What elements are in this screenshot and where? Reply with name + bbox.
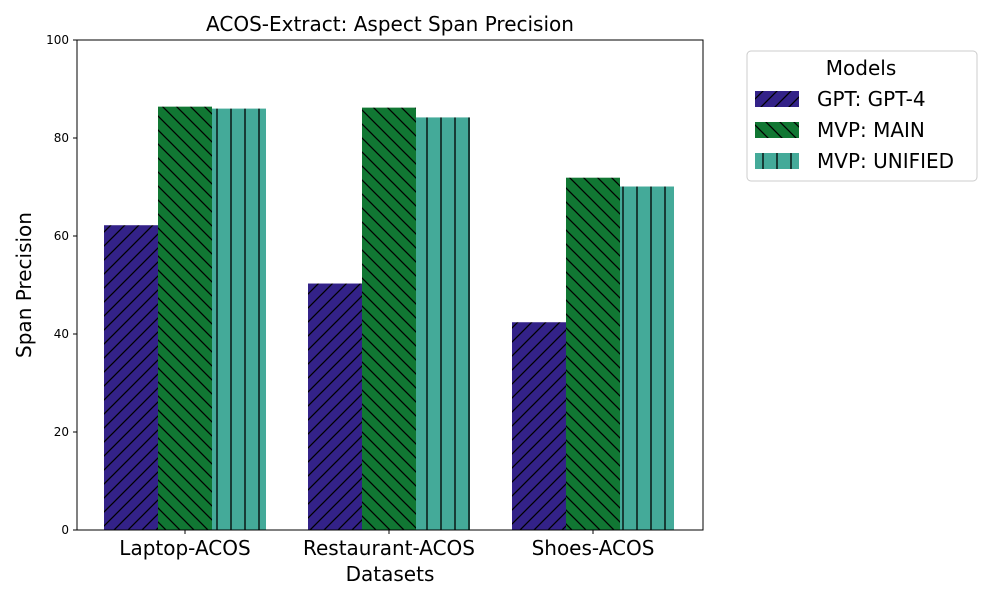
bar (566, 177, 620, 530)
legend-frame (746, 50, 978, 182)
legend: Models GPT: GPT-4 MVP: MAIN MVP: UNIFIED (746, 50, 978, 182)
y-axis: 0 20 40 60 80 100 (46, 33, 77, 537)
x-axis: Laptop-ACOS Restaurant-ACOS Shoes-ACOS (119, 530, 654, 560)
legend-label: MVP: UNIFIED (817, 149, 954, 173)
y-tick-label: 100 (46, 33, 69, 47)
legend-label: MVP: MAIN (817, 118, 925, 142)
bar (212, 108, 266, 530)
bar (620, 186, 674, 530)
x-tick-label: Shoes-ACOS (532, 536, 655, 560)
x-axis-title: Datasets (346, 562, 435, 586)
y-tick-label: 0 (61, 523, 69, 537)
y-tick-label: 20 (54, 425, 69, 439)
bars-layer (104, 106, 674, 531)
legend-swatch (755, 122, 799, 138)
plot-frame (76, 39, 704, 531)
chart-title: ACOS-Extract: Aspect Span Precision (206, 12, 574, 36)
x-tick-label: Restaurant-ACOS (303, 536, 475, 560)
bar-group (104, 106, 266, 530)
bar (416, 117, 470, 531)
legend-swatch (755, 91, 799, 107)
bar (104, 225, 158, 530)
bar (512, 322, 566, 530)
y-tick-label: 80 (54, 131, 69, 145)
y-tick-label: 40 (54, 327, 69, 341)
bar (308, 283, 362, 530)
y-tick-label: 60 (54, 229, 69, 243)
legend-label: GPT: GPT-4 (817, 87, 926, 111)
legend-title: Models (826, 56, 896, 80)
legend-swatch (755, 153, 799, 169)
bar (362, 107, 416, 531)
x-tick-label: Laptop-ACOS (119, 536, 250, 560)
y-axis-title: Span Precision (12, 212, 36, 358)
bar (158, 106, 212, 530)
bar-group (512, 177, 674, 530)
bar-group (308, 107, 470, 531)
